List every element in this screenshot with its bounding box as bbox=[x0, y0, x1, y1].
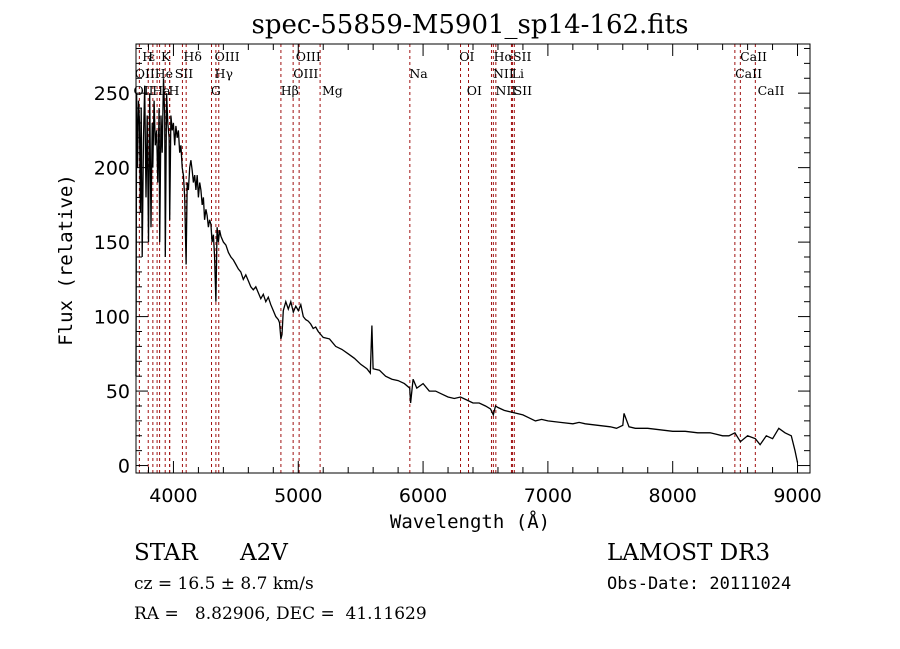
line-label: CaII bbox=[735, 66, 762, 81]
line-label: OI bbox=[459, 49, 474, 64]
y-tick-label: 250 bbox=[94, 83, 130, 105]
line-label: OIII bbox=[296, 49, 321, 64]
line-label: CaII bbox=[758, 83, 785, 98]
redshift-text: cz = 16.5 ± 8.7 km/s bbox=[134, 574, 314, 594]
obs-date: Obs-Date: 20111024 bbox=[607, 574, 791, 594]
line-label: Hα bbox=[494, 49, 514, 64]
y-axis-ticks: 0 50 100 150 200 250 bbox=[94, 47, 810, 478]
line-label: OIII bbox=[215, 49, 240, 64]
line-label: He bbox=[155, 66, 173, 81]
line-label: OII bbox=[134, 83, 154, 98]
line-label: SII bbox=[175, 66, 194, 81]
y-tick-label: 100 bbox=[94, 307, 130, 329]
y-tick-label: 0 bbox=[118, 456, 130, 478]
survey-label: LAMOST DR3 bbox=[607, 540, 770, 566]
line-label: H bbox=[168, 83, 179, 98]
line-label: K bbox=[161, 49, 171, 64]
chart-title: spec-55859-M5901_sp14-162.fits bbox=[252, 10, 689, 40]
x-tick-label: 9000 bbox=[773, 485, 821, 507]
line-label: OI bbox=[467, 83, 482, 98]
line-label: Na bbox=[409, 66, 428, 81]
y-axis-label: Flux (relative) bbox=[55, 174, 77, 346]
line-label: Hδ bbox=[183, 49, 201, 64]
coords-text: RA = 8.82906, DEC = 41.11629 bbox=[134, 604, 427, 624]
spectrum-line bbox=[135, 78, 799, 463]
line-label: NII bbox=[495, 83, 516, 98]
spectrum-series bbox=[135, 78, 799, 463]
line-label: G bbox=[211, 83, 221, 98]
x-tick-label: 7000 bbox=[524, 485, 572, 507]
object-class: STAR bbox=[134, 540, 198, 566]
line-label: CaII bbox=[740, 49, 767, 64]
line-label: NII bbox=[493, 66, 514, 81]
x-tick-label: 5000 bbox=[274, 485, 322, 507]
line-label: SII bbox=[514, 83, 533, 98]
line-label: ε bbox=[148, 49, 154, 64]
line-label: OII bbox=[135, 66, 155, 81]
y-tick-label: 200 bbox=[94, 158, 130, 180]
line-label: OIII bbox=[293, 66, 318, 81]
plot-frame bbox=[135, 43, 811, 474]
x-axis-ticks: 4000 5000 6000 7000 8000 9000 bbox=[147, 44, 822, 507]
line-label: Hγ bbox=[215, 66, 233, 81]
line-label: Mg bbox=[322, 83, 343, 98]
object-subclass: A2V bbox=[239, 540, 288, 566]
x-tick-label: 8000 bbox=[649, 485, 697, 507]
x-tick-label: 4000 bbox=[149, 485, 197, 507]
line-label: Li bbox=[512, 66, 524, 81]
y-tick-label: 150 bbox=[94, 232, 130, 254]
line-label: Hβ bbox=[281, 83, 299, 98]
x-tick-label: 6000 bbox=[399, 485, 447, 507]
x-axis-label: Wavelength (Å) bbox=[390, 510, 550, 533]
line-label: SII bbox=[513, 49, 532, 64]
y-tick-label: 50 bbox=[106, 381, 130, 403]
line-label: H bbox=[142, 49, 153, 64]
